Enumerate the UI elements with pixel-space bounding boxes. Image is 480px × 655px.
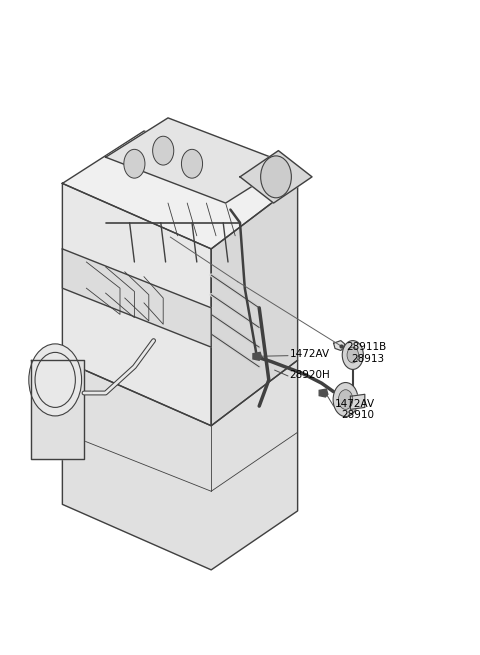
Text: 1472AV: 1472AV bbox=[289, 348, 330, 359]
Text: 28910: 28910 bbox=[341, 410, 374, 421]
Polygon shape bbox=[319, 389, 328, 397]
Polygon shape bbox=[62, 131, 298, 249]
Polygon shape bbox=[211, 183, 298, 426]
Text: 28913: 28913 bbox=[351, 354, 384, 364]
Circle shape bbox=[124, 149, 145, 178]
Circle shape bbox=[342, 341, 363, 369]
Circle shape bbox=[333, 383, 358, 417]
Polygon shape bbox=[350, 394, 365, 409]
Text: 28911B: 28911B bbox=[347, 342, 387, 352]
Polygon shape bbox=[253, 352, 262, 360]
Circle shape bbox=[261, 156, 291, 198]
Circle shape bbox=[35, 352, 75, 407]
Circle shape bbox=[153, 136, 174, 165]
Circle shape bbox=[347, 347, 359, 363]
Polygon shape bbox=[62, 249, 211, 347]
Polygon shape bbox=[334, 341, 345, 350]
Circle shape bbox=[181, 149, 203, 178]
Text: 1472AV: 1472AV bbox=[335, 399, 375, 409]
Polygon shape bbox=[31, 360, 84, 458]
Polygon shape bbox=[62, 183, 211, 426]
Text: 28920H: 28920H bbox=[289, 370, 330, 381]
Polygon shape bbox=[106, 118, 288, 203]
Polygon shape bbox=[62, 360, 298, 570]
Circle shape bbox=[29, 344, 82, 416]
Polygon shape bbox=[240, 151, 312, 203]
Circle shape bbox=[338, 390, 353, 409]
